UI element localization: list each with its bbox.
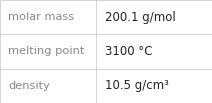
Text: 10.5 g/cm³: 10.5 g/cm³	[105, 79, 169, 92]
Text: molar mass: molar mass	[8, 12, 75, 22]
Text: density: density	[8, 81, 50, 91]
Text: melting point: melting point	[8, 46, 85, 57]
Text: 3100 °C: 3100 °C	[105, 45, 152, 58]
Text: 200.1 g/mol: 200.1 g/mol	[105, 11, 176, 24]
